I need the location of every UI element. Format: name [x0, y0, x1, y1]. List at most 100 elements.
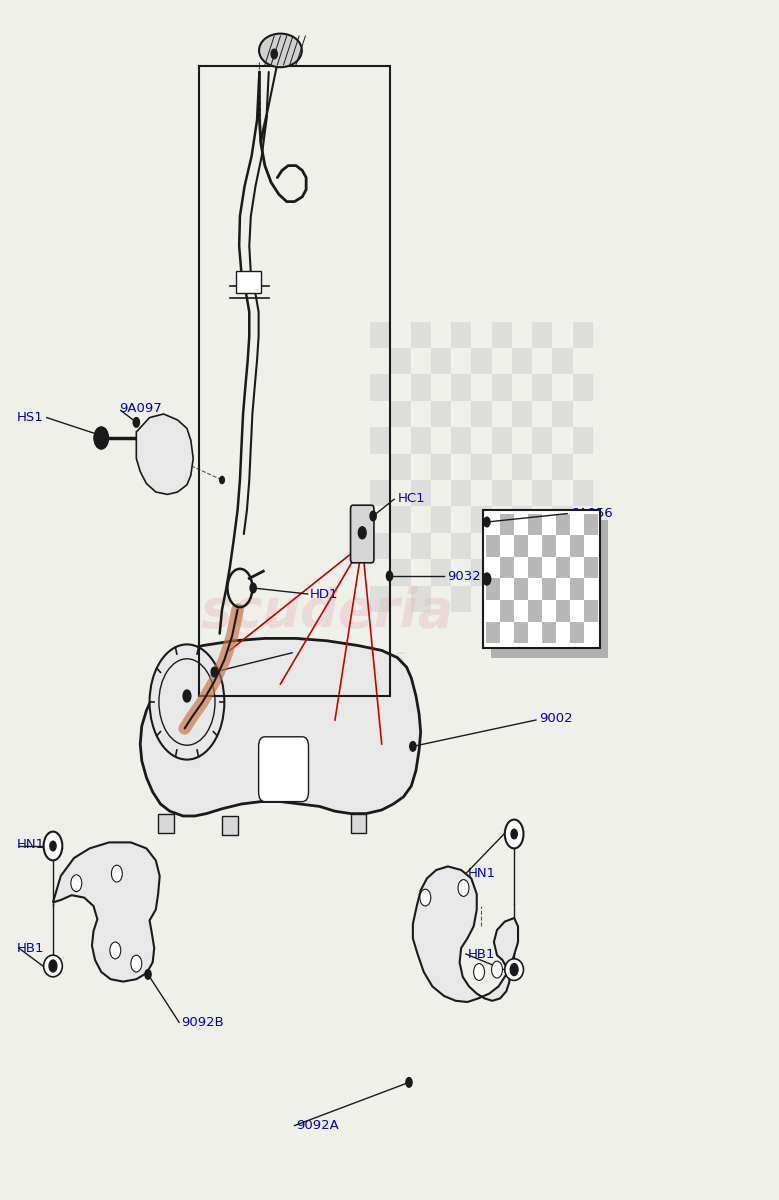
Bar [486, 535, 500, 557]
Bar [451, 427, 471, 454]
Text: 9032: 9032 [447, 570, 481, 582]
Polygon shape [140, 638, 421, 816]
Bar [411, 322, 431, 348]
Bar [573, 480, 593, 506]
Text: HS1: HS1 [17, 412, 44, 424]
Circle shape [220, 476, 224, 484]
Text: HN1: HN1 [467, 868, 495, 880]
Ellipse shape [505, 959, 523, 980]
Text: scuderia: scuderia [200, 586, 454, 638]
Bar [542, 535, 556, 557]
Bar [500, 557, 514, 578]
Bar [471, 454, 492, 480]
Circle shape [133, 418, 139, 427]
Circle shape [111, 865, 122, 882]
Bar [514, 622, 528, 643]
Bar [451, 374, 471, 401]
Bar [556, 514, 570, 535]
Bar [492, 480, 512, 506]
Circle shape [483, 572, 491, 584]
Bar [512, 506, 532, 533]
Bar [390, 401, 411, 427]
Circle shape [183, 690, 191, 702]
Bar [486, 578, 500, 600]
Bar [528, 600, 542, 622]
Bar [492, 374, 512, 401]
Circle shape [474, 964, 485, 980]
Polygon shape [413, 866, 518, 1002]
Bar [222, 816, 238, 835]
Bar [471, 401, 492, 427]
FancyBboxPatch shape [259, 737, 308, 802]
Circle shape [110, 942, 121, 959]
Bar [370, 427, 390, 454]
Bar [552, 559, 573, 586]
Text: 9002: 9002 [539, 713, 573, 725]
Circle shape [211, 667, 217, 677]
Bar [500, 600, 514, 622]
Circle shape [50, 841, 56, 851]
Text: 9047: 9047 [294, 647, 328, 659]
Bar [532, 533, 552, 559]
Circle shape [250, 583, 256, 593]
Bar [570, 535, 584, 557]
Bar [556, 600, 570, 622]
Bar [512, 454, 532, 480]
Bar [500, 514, 514, 535]
Bar [451, 480, 471, 506]
Bar [471, 348, 492, 374]
Text: 9A097: 9A097 [119, 402, 162, 414]
Bar [570, 622, 584, 643]
Ellipse shape [94, 427, 108, 449]
Bar [542, 578, 556, 600]
Bar [514, 578, 528, 600]
Bar [514, 535, 528, 557]
Circle shape [492, 961, 502, 978]
Bar [370, 533, 390, 559]
Bar [351, 814, 366, 833]
Bar [584, 514, 598, 535]
Bar [573, 374, 593, 401]
Bar [486, 622, 500, 643]
Bar [451, 586, 471, 612]
Bar [411, 533, 431, 559]
Circle shape [505, 820, 523, 848]
Text: 9092A: 9092A [296, 1120, 339, 1132]
Bar [492, 533, 512, 559]
Bar [199, 66, 390, 696]
Text: c a r   p a r t s: c a r p a r t s [249, 648, 405, 667]
Bar [573, 322, 593, 348]
Circle shape [98, 431, 104, 440]
Bar [584, 557, 598, 578]
Bar [411, 374, 431, 401]
Bar [532, 374, 552, 401]
Bar [451, 322, 471, 348]
Bar [570, 578, 584, 600]
Circle shape [386, 571, 393, 581]
Bar [390, 506, 411, 533]
Circle shape [44, 832, 62, 860]
Circle shape [94, 427, 108, 449]
Bar [528, 514, 542, 535]
Bar [532, 427, 552, 454]
Bar [532, 322, 552, 348]
Text: HB1: HB1 [17, 942, 44, 954]
Polygon shape [136, 414, 193, 494]
Bar [411, 427, 431, 454]
Circle shape [484, 517, 490, 527]
Circle shape [406, 1078, 412, 1087]
Circle shape [145, 970, 151, 979]
Bar [390, 559, 411, 586]
Bar [492, 586, 512, 612]
Bar [492, 427, 512, 454]
Bar [552, 506, 573, 533]
Circle shape [49, 960, 57, 972]
Bar [573, 533, 593, 559]
Text: HC1: HC1 [397, 492, 425, 504]
Bar [573, 427, 593, 454]
Circle shape [458, 880, 469, 896]
Bar [552, 348, 573, 374]
Bar [532, 586, 552, 612]
Bar [370, 480, 390, 506]
Ellipse shape [44, 955, 62, 977]
